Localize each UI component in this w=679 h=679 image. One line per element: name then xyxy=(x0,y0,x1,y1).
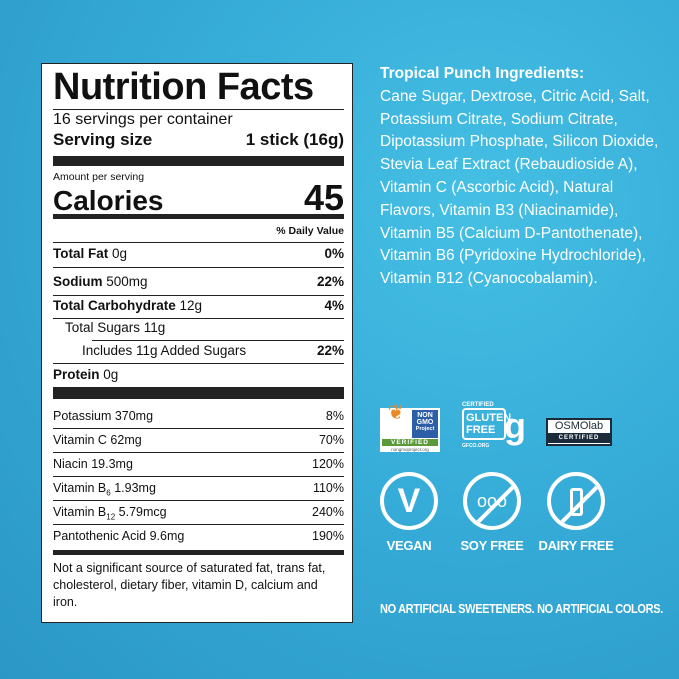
certification-badges: ❦ NON GMO Project VERIFIED nongmoproject.o… xyxy=(380,400,650,470)
calories-label: Calories xyxy=(53,185,164,216)
medium-divider xyxy=(53,550,344,555)
vitamin-dv: 190% xyxy=(312,529,344,543)
nutrient-name: Total Fat xyxy=(53,246,109,261)
vitamin-name: Vitamin B xyxy=(53,505,107,519)
vitamin-name: Vitamin C 62mg xyxy=(53,433,142,447)
tagline: NO ARTIFICIAL SWEETENERS. NO ARTIFICIAL … xyxy=(380,602,663,616)
nutrition-facts-label: Nutrition Facts 16 servings per containe… xyxy=(41,63,353,623)
nongmo-verified: VERIFIED xyxy=(382,439,438,446)
gluten-text: FREE xyxy=(466,424,496,436)
vitamin-dv: 110% xyxy=(312,481,344,495)
vitamin-row: Pantothenic Acid 9.6mg 190% xyxy=(53,529,344,543)
nongmo-text: NON xyxy=(417,412,433,419)
ingredients-title: Tropical Punch Ingredients: xyxy=(380,65,585,82)
vitamin-row: Niacin 19.3mg 120% xyxy=(53,457,344,471)
dairy-free-icon xyxy=(547,472,605,530)
vitamin-dv: 8% xyxy=(325,409,344,423)
nutrient-name: Protein xyxy=(53,367,100,382)
divider xyxy=(53,109,344,110)
gluten-free-badge: CERTIFIED GLUTEN FREE g GFCO.ORG xyxy=(462,402,542,462)
label-title: Nutrition Facts xyxy=(53,66,314,108)
thick-divider xyxy=(53,387,344,399)
footnote: Not a significant source of saturated fa… xyxy=(53,561,326,609)
vitamin-name: Niacin 19.3mg xyxy=(53,457,133,471)
nutrient-name: Total Sugars 11g xyxy=(65,320,166,335)
nutrient-dv: 0% xyxy=(324,246,344,261)
nutrient-dv: 4% xyxy=(324,298,344,313)
ingredients: Tropical Punch Ingredients: Cane Sugar, … xyxy=(380,63,670,291)
vitamin-row: Vitamin B6 1.93mg 110% xyxy=(53,481,344,498)
vitamin-dv: 120% xyxy=(312,457,344,471)
vegan-label: VEGAN xyxy=(386,538,432,553)
nutrient-name: Includes 11g Added Sugars xyxy=(82,343,247,358)
nutrient-amount: 500mg xyxy=(106,274,148,289)
dairy-free-label: DAIRY FREE xyxy=(538,538,614,553)
nongmo-text: Project xyxy=(415,426,435,432)
nutrient-name: Total Carbohydrate xyxy=(53,298,176,313)
gluten-text: GLUTEN xyxy=(466,412,512,424)
nongmo-url: nongmoproject.org xyxy=(391,447,429,452)
nutrient-row: Protein 0g xyxy=(53,367,344,382)
nutrient-row: Sodium 500mg 22% xyxy=(53,274,344,289)
g-logo-icon: g xyxy=(504,405,526,446)
vitamin-row: Vitamin B12 5.79mcg 240% xyxy=(53,505,344,522)
vitamin-dv: 70% xyxy=(318,433,344,447)
vitamin-dv: 240% xyxy=(312,505,344,519)
serving-size: Serving size 1 stick (16g) xyxy=(53,130,344,150)
vitamin-subscript: 12 xyxy=(106,512,116,522)
osmolab-badge: OSMOlab CERTIFIED xyxy=(546,418,612,446)
daily-value-header: % Daily Value xyxy=(53,225,344,237)
serving-size-value: 1 stick (16g) xyxy=(245,130,344,149)
nutrient-amount: 0g xyxy=(112,246,128,261)
nutrient-dv: 22% xyxy=(316,274,344,289)
osmolab-certified: CERTIFIED xyxy=(548,433,610,443)
gluten-url: GFCO.ORG xyxy=(462,443,490,449)
nongmo-text: GMO xyxy=(416,419,434,426)
ingredients-text: Cane Sugar, Dextrose, Citric Acid, Salt,… xyxy=(380,87,659,288)
nutrient-row: Includes 11g Added Sugars 22% xyxy=(53,343,344,358)
vitamin-name: Vitamin B xyxy=(53,481,107,495)
nutrient-amount: 0g xyxy=(103,367,119,382)
nutrient-name: Sodium xyxy=(53,274,103,289)
butterfly-icon: ❦ xyxy=(387,402,405,424)
vitamin-row: Vitamin C 62mg 70% xyxy=(53,433,344,447)
nutrient-row: Total Fat 0g 0% xyxy=(53,246,344,261)
daily-value-text: % Daily Value xyxy=(276,225,344,237)
nutrient-amount: 12g xyxy=(179,298,203,313)
vitamin-row: Potassium 370mg 8% xyxy=(53,409,344,423)
osmolab-text: OSMOlab xyxy=(554,420,604,432)
calories-row: Calories 45 xyxy=(53,177,344,219)
soy-free-icon: ooo xyxy=(463,472,521,530)
nutrient-dv: 22% xyxy=(316,343,344,358)
vegan-leaf-icon: V xyxy=(380,472,438,530)
soy-free-badge: ooo SOY FREE xyxy=(460,472,524,553)
vitamin-amount: 1.93mg xyxy=(114,481,156,495)
non-gmo-badge: ❦ NON GMO Project VERIFIED nongmoproject.o… xyxy=(380,402,440,452)
vegan-badge: V VEGAN xyxy=(380,472,438,553)
vitamin-name: Potassium 370mg xyxy=(53,409,154,423)
medium-divider xyxy=(53,214,344,219)
gluten-certified: CERTIFIED xyxy=(462,402,494,408)
serving-size-label: Serving size xyxy=(53,130,153,149)
vitamin-subscript: 6 xyxy=(106,488,111,498)
calories-value: 45 xyxy=(303,177,344,218)
thick-divider xyxy=(53,156,344,166)
vitamin-name: Pantothenic Acid 9.6mg xyxy=(53,529,185,543)
vitamin-amount: 5.79mcg xyxy=(118,505,167,519)
soy-free-label: SOY FREE xyxy=(460,538,524,553)
servings-per-container: 16 servings per container xyxy=(53,111,233,128)
amount-per-serving: Amount per serving xyxy=(53,171,145,183)
dairy-free-badge: DAIRY FREE xyxy=(538,472,614,553)
nutrient-row: Total Sugars 11g xyxy=(53,320,344,335)
nutrient-row: Total Carbohydrate 12g 4% xyxy=(53,298,344,313)
